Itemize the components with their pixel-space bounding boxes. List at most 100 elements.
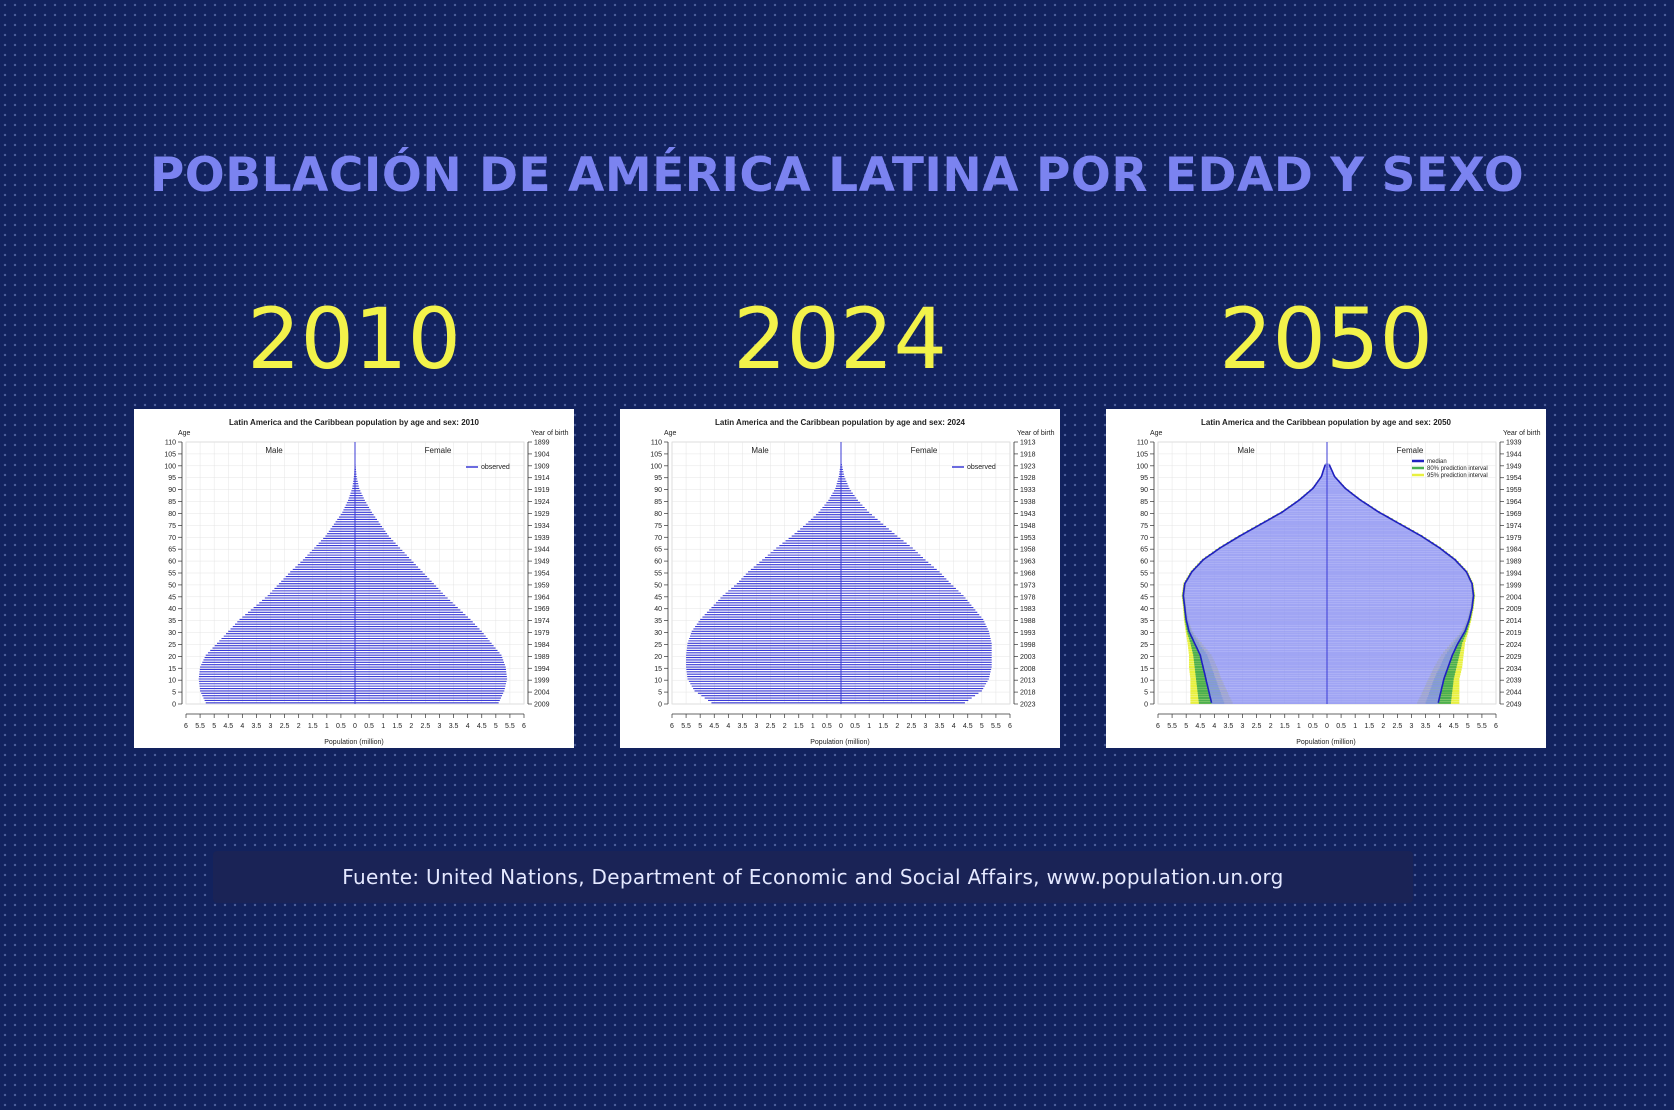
source-caption: Fuente: United Nations, Department of Ec… [213,851,1413,903]
age-tick-label: 70 [654,535,662,542]
age-tick-label: 40 [168,606,176,613]
birth-year-tick-label: 1994 [1506,571,1522,578]
population-tick-label: 0.5 [1308,723,1318,730]
population-axis-label: Population (million) [810,739,870,746]
age-tick-label: 15 [168,666,176,673]
birth-year-tick-label: 1938 [1020,499,1036,506]
population-tick-label: 4.5 [223,723,233,730]
birth-year-tick-label: 1974 [1506,523,1522,530]
age-tick-label: 0 [658,702,662,709]
birth-year-tick-label: 1993 [1020,630,1036,637]
age-tick-label: 55 [654,571,662,578]
birth-year-tick-label: 2003 [1020,654,1036,661]
age-tick-label: 90 [168,487,176,494]
age-tick-label: 70 [1140,535,1148,542]
birth-year-tick-label: 1984 [534,642,550,649]
age-tick-label: 10 [168,678,176,685]
population-tick-label: 6 [1494,723,1498,730]
population-tick-label: 4 [952,723,956,730]
age-tick-label: 95 [1140,475,1148,482]
population-tick-label: 3.5 [738,723,748,730]
population-tick-label: 0.5 [336,723,346,730]
age-tick-label: 35 [168,618,176,625]
birth-year-tick-label: 1968 [1020,571,1036,578]
birth-year-tick-label: 1984 [1506,547,1522,554]
birth-year-tick-label: 1974 [534,618,550,625]
year-label-2024: 2024 [733,290,947,388]
population-tick-label: 2.5 [907,723,917,730]
birth-year-tick-label: 1958 [1020,547,1036,554]
population-tick-label: 1 [811,723,815,730]
population-tick-label: 2 [1269,723,1273,730]
birth-year-tick-label: 2049 [1506,702,1522,709]
age-tick-label: 50 [168,582,176,589]
male-median-line [1182,464,1327,703]
legend-entry: median [1427,459,1447,465]
age-axis-label: Age [664,430,677,437]
age-tick-label: 85 [654,499,662,506]
birth-year-tick-label: 1988 [1020,618,1036,625]
birth-year-tick-label: 1964 [534,594,550,601]
legend-entry: observed [481,464,510,471]
chart-title: Latin America and the Caribbean populati… [1201,418,1452,427]
birth-year-tick-label: 1963 [1020,559,1036,566]
female-label: Female [1397,446,1424,455]
pyramid-svg-2050: 0510152025303540455055606570758085909510… [1136,418,1540,746]
birth-year-tick-label: 1959 [1506,487,1522,494]
legend-entry: 80% prediction interval [1427,466,1488,472]
birth-year-tick-label: 1929 [534,511,550,518]
legend-entry: observed [967,464,996,471]
age-tick-label: 95 [168,475,176,482]
birth-year-tick-label: 1934 [534,523,550,530]
population-tick-label: 1.5 [794,723,804,730]
male-label: Male [751,446,769,455]
birth-year-tick-label: 2039 [1506,678,1522,685]
population-tick-label: 4 [240,723,244,730]
age-tick-label: 40 [1140,606,1148,613]
population-axis-label: Population (million) [1296,739,1356,746]
population-tick-label: 1 [1353,723,1357,730]
birth-year-tick-label: 1949 [534,559,550,566]
population-tick-label: 3 [1410,723,1414,730]
population-tick-label: 2 [895,723,899,730]
age-tick-label: 35 [1140,618,1148,625]
population-tick-label: 3 [269,723,273,730]
chart-title: Latin America and the Caribbean populati… [715,418,966,427]
age-tick-label: 45 [1140,594,1148,601]
population-tick-label: 4.5 [963,723,973,730]
age-tick-label: 85 [1140,499,1148,506]
population-tick-label: 3.5 [252,723,262,730]
birth-year-tick-label: 1944 [1506,451,1522,458]
age-tick-label: 5 [1144,690,1148,697]
birth-year-tick-label: 1979 [1506,535,1522,542]
age-tick-label: 5 [658,690,662,697]
pyramid-chart-2010: 0 5 10 15 20 25 30 35 40 45 50 55 60 65 70 75 80 85 90 95 10… [134,409,574,748]
age-tick-label: 80 [654,511,662,518]
age-tick-label: 110 [651,440,662,447]
population-tick-label: 5 [980,723,984,730]
population-tick-label: 5.5 [681,723,691,730]
age-tick-label: 30 [1140,630,1148,637]
birth-year-tick-label: 2013 [1020,678,1036,685]
age-tick-label: 110 [165,440,176,447]
birth-year-tick-label: 1999 [534,678,550,685]
age-tick-label: 55 [168,571,176,578]
birth-year-axis-label: Year of birth [1017,430,1055,437]
population-tick-label: 1.5 [1364,723,1374,730]
age-tick-label: 60 [168,559,176,566]
birth-year-tick-label: 2009 [1506,606,1522,613]
birth-year-tick-label: 2023 [1020,702,1036,709]
age-tick-label: 80 [168,511,176,518]
age-tick-label: 50 [654,582,662,589]
population-tick-label: 3 [924,723,928,730]
age-tick-label: 100 [650,463,662,470]
population-tick-label: 5.5 [505,723,515,730]
birth-year-tick-label: 1983 [1020,606,1036,613]
birth-year-tick-label: 1928 [1020,475,1036,482]
birth-year-tick-label: 1999 [1506,582,1522,589]
birth-year-tick-label: 1954 [534,571,550,578]
population-tick-label: 2 [783,723,787,730]
birth-year-tick-label: 1969 [534,606,550,613]
population-tick-label: 3 [438,723,442,730]
birth-year-tick-label: 2024 [1506,642,1522,649]
